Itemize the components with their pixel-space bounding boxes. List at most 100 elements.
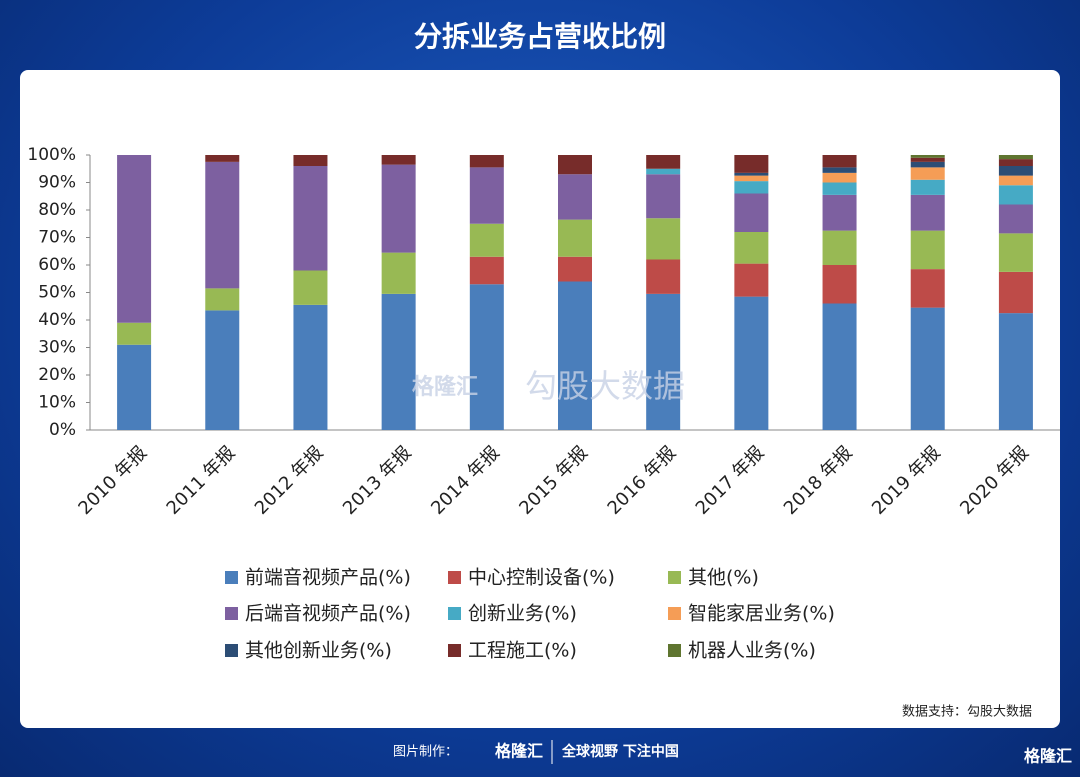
- y-tick-label: 40%: [38, 310, 76, 330]
- bar-segment: [293, 304, 328, 430]
- legend-swatch: [225, 607, 238, 620]
- bar-segment: [734, 172, 769, 176]
- bar-segment: [998, 175, 1033, 186]
- legend-label: 前端音视频产品(%): [245, 567, 411, 589]
- footer-slogan: 全球视野 下注中国: [561, 743, 679, 760]
- bar-segment: [293, 166, 328, 271]
- bar-segment: [558, 281, 592, 430]
- bar-segment: [734, 175, 769, 182]
- bar-segment: [558, 174, 592, 220]
- legend-label: 智能家居业务(%): [688, 603, 835, 625]
- legend-label: 机器人业务(%): [688, 640, 816, 662]
- bar-segment: [469, 167, 504, 224]
- bar-segment: [734, 155, 769, 173]
- corner-brand: 格隆汇: [1024, 747, 1072, 766]
- bar-segment: [734, 296, 769, 430]
- watermark-text: 勾股大数据: [525, 367, 685, 405]
- bar-segment: [910, 307, 945, 430]
- y-tick-label: 60%: [38, 255, 76, 275]
- y-tick-label: 80%: [38, 200, 76, 220]
- y-tick-label: 90%: [38, 173, 76, 193]
- legend-label: 中心控制设备(%): [468, 567, 615, 589]
- bar-segment: [822, 182, 857, 195]
- bar-segment: [117, 344, 152, 430]
- bar-segment: [910, 155, 945, 158]
- legend-label: 其他(%): [688, 567, 759, 589]
- bar-segment: [293, 155, 328, 166]
- bar-segment: [910, 179, 945, 195]
- bar-segment: [646, 218, 681, 260]
- bar-segment: [117, 322, 152, 345]
- bar-segment: [822, 172, 857, 183]
- bar-segment: [734, 232, 769, 264]
- bar-segment: [998, 166, 1033, 176]
- y-tick-label: 10%: [38, 393, 76, 413]
- bar-segment: [469, 223, 504, 257]
- legend-swatch: [448, 607, 461, 620]
- plot: 0%10%20%30%40%50%60%70%80%90%100%2010 年报…: [27, 145, 1060, 662]
- y-tick-label: 20%: [38, 365, 76, 385]
- y-tick-label: 50%: [38, 283, 76, 303]
- legend-swatch: [225, 644, 238, 657]
- bar-segment: [205, 155, 240, 162]
- bar-segment: [205, 310, 240, 430]
- bar-segment: [117, 155, 152, 323]
- legend-swatch: [668, 607, 681, 620]
- legend-swatch: [668, 644, 681, 657]
- legend-label: 创新业务(%): [468, 603, 577, 625]
- bar-segment: [558, 155, 592, 175]
- bar-segment: [293, 270, 328, 305]
- footer-brand: 格隆汇: [495, 742, 543, 761]
- watermark-brand: 格隆汇: [412, 374, 478, 400]
- y-tick-label: 70%: [38, 228, 76, 248]
- bar-segment: [998, 233, 1033, 272]
- bar-segment: [910, 161, 945, 168]
- bar-segment: [822, 194, 857, 231]
- panel: [20, 70, 1060, 728]
- bar-segment: [381, 164, 416, 253]
- bar-segment: [998, 159, 1033, 166]
- bar-segment: [469, 155, 504, 168]
- bar-segment: [558, 219, 592, 257]
- bar-segment: [910, 230, 945, 270]
- bar-segment: [910, 194, 945, 231]
- bar-segment: [646, 174, 681, 219]
- bar-segment: [469, 284, 504, 430]
- bar-segment: [910, 269, 945, 308]
- bar-segment: [822, 230, 857, 265]
- bar-segment: [734, 181, 769, 194]
- legend-label: 后端音视频产品(%): [245, 603, 411, 625]
- bar-segment: [822, 265, 857, 304]
- bar-segment: [205, 288, 240, 311]
- y-tick-label: 100%: [27, 145, 76, 165]
- legend-swatch: [448, 644, 461, 657]
- legend-swatch: [225, 571, 238, 584]
- bar-segment: [998, 271, 1033, 314]
- bar-segment: [381, 293, 416, 430]
- bar-segment: [822, 303, 857, 430]
- bar-segment: [558, 256, 592, 282]
- source: 数据支持：勾股大数据: [902, 705, 1032, 720]
- bar-segment: [381, 252, 416, 294]
- y-tick-label: 0%: [49, 420, 76, 440]
- title: 分拆业务占营收比例: [414, 20, 666, 53]
- bar-segment: [205, 161, 240, 289]
- bar-segment: [646, 293, 681, 430]
- bar-segment: [998, 155, 1033, 160]
- y-tick-label: 30%: [38, 338, 76, 358]
- bar-segment: [469, 256, 504, 285]
- bar-segment: [998, 185, 1033, 205]
- bar-segment: [646, 155, 681, 169]
- legend-label: 其他创新业务(%): [245, 640, 392, 662]
- bar-segment: [822, 167, 857, 173]
- bar-segment: [381, 155, 416, 165]
- bar-segment: [998, 204, 1033, 234]
- bar-segment: [910, 157, 945, 162]
- legend-swatch: [668, 571, 681, 584]
- footer-made-by: 图片制作：: [393, 745, 458, 760]
- legend-swatch: [448, 571, 461, 584]
- bar-segment: [646, 168, 681, 175]
- bar-segment: [646, 259, 681, 294]
- bar-segment: [822, 155, 857, 168]
